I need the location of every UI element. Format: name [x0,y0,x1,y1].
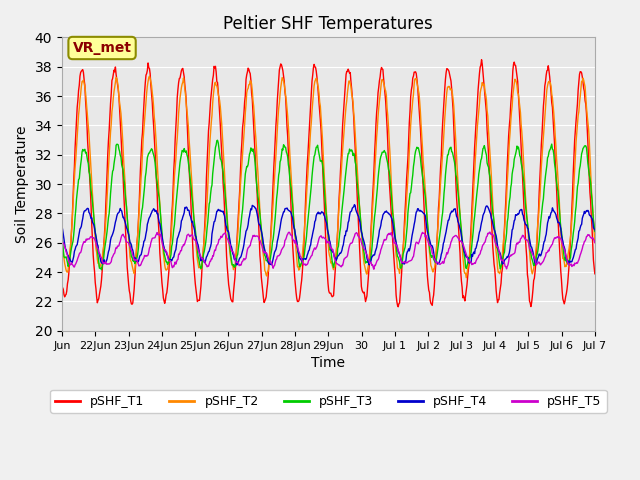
pSHF_T5 [58,238,66,243]
pSHF_T1 [265,260,273,265]
pSHF_T3 [98,267,106,273]
pSHF_T5 [120,234,128,240]
pSHF_T2 [220,144,227,149]
pSHF_T2 [246,82,253,87]
pSHF_T5 [245,244,253,250]
pSHF_T1 [414,84,422,89]
pSHF_T2 [591,240,598,245]
pSHF_T3 [122,190,129,196]
Y-axis label: Soil Temperature: Soil Temperature [15,125,29,243]
pSHF_T5 [591,240,598,246]
pSHF_T3 [214,137,221,143]
pSHF_T4 [58,223,66,229]
pSHF_T3 [58,236,66,241]
pSHF_T4 [265,261,273,267]
pSHF_T5 [265,258,273,264]
X-axis label: Time: Time [311,356,346,370]
pSHF_T4 [415,206,422,212]
pSHF_T1 [120,204,128,209]
pSHF_T1 [219,163,227,168]
pSHF_T2 [120,169,128,175]
pSHF_T4 [351,202,358,207]
pSHF_T2 [463,275,470,281]
pSHF_T2 [58,242,66,248]
Text: VR_met: VR_met [72,41,132,55]
Line: pSHF_T3: pSHF_T3 [62,140,595,270]
Line: pSHF_T2: pSHF_T2 [62,76,595,278]
pSHF_T3 [591,228,598,234]
Line: pSHF_T1: pSHF_T1 [62,60,595,307]
pSHF_T3 [266,256,274,262]
pSHF_T4 [365,262,373,268]
pSHF_T5 [414,240,422,246]
pSHF_T2 [384,113,392,119]
pSHF_T5 [219,233,227,239]
pSHF_T1 [58,285,66,291]
pSHF_T1 [394,304,402,310]
Legend: pSHF_T1, pSHF_T2, pSHF_T3, pSHF_T4, pSHF_T5: pSHF_T1, pSHF_T2, pSHF_T3, pSHF_T4, pSHF… [50,390,607,413]
Line: pSHF_T4: pSHF_T4 [62,204,595,265]
pSHF_T4 [591,227,598,233]
pSHF_T2 [266,252,273,258]
pSHF_T1 [477,57,485,62]
pSHF_T4 [245,216,253,222]
pSHF_T2 [414,84,422,89]
Title: Peltier SHF Temperatures: Peltier SHF Temperatures [223,15,433,33]
pSHF_T1 [245,66,253,72]
pSHF_T1 [591,271,598,276]
pSHF_T4 [385,210,392,216]
Line: pSHF_T5: pSHF_T5 [62,232,595,269]
pSHF_T2 [146,73,154,79]
pSHF_T5 [370,266,378,272]
pSHF_T3 [246,149,254,155]
pSHF_T5 [486,229,493,235]
pSHF_T4 [219,209,227,215]
pSHF_T3 [415,145,422,151]
pSHF_T5 [384,231,392,237]
pSHF_T3 [220,179,228,185]
pSHF_T3 [385,167,392,172]
pSHF_T1 [383,124,391,130]
pSHF_T4 [120,217,128,223]
